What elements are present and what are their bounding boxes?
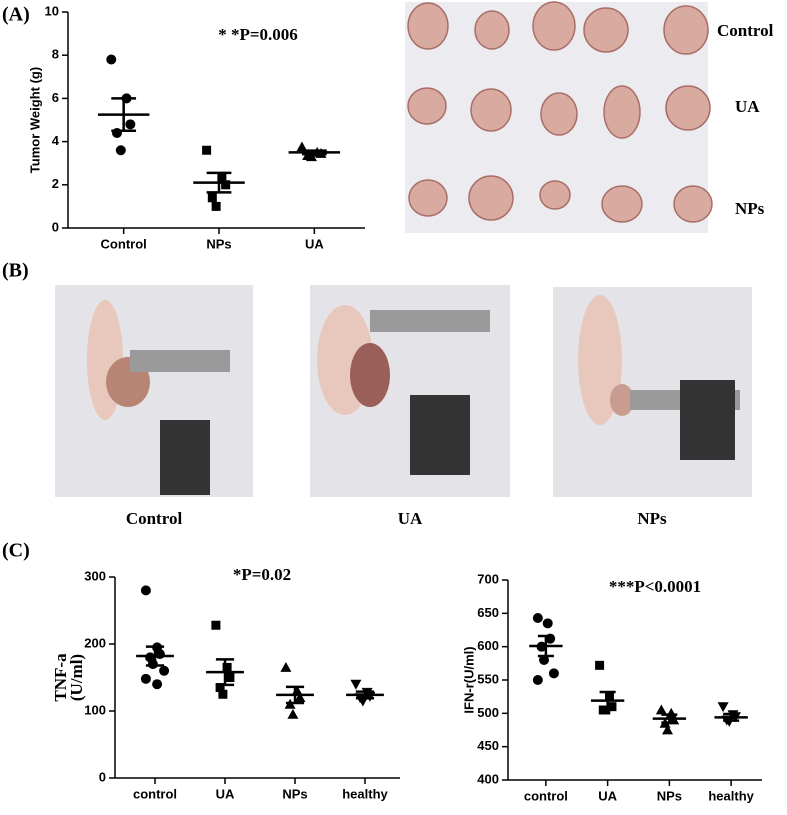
point bbox=[217, 173, 227, 183]
caliper-display bbox=[160, 420, 210, 495]
point bbox=[296, 141, 308, 152]
point bbox=[665, 707, 677, 718]
y-tick-label: 2 bbox=[52, 176, 59, 191]
point bbox=[106, 54, 117, 65]
y-tick-label: 700 bbox=[477, 571, 499, 586]
point bbox=[154, 649, 165, 660]
point bbox=[532, 675, 543, 685]
y-tick-label: 0 bbox=[99, 769, 106, 784]
caliper-display bbox=[410, 395, 470, 475]
y-tick-label: 0 bbox=[52, 219, 59, 234]
point bbox=[125, 119, 136, 130]
point bbox=[147, 659, 158, 670]
caliper-display bbox=[680, 380, 735, 460]
point bbox=[225, 673, 235, 682]
point bbox=[221, 180, 231, 190]
point bbox=[207, 193, 217, 203]
point bbox=[604, 692, 614, 702]
point bbox=[218, 689, 228, 699]
annotation: *P=0.02 bbox=[233, 565, 291, 584]
mouse-photos bbox=[55, 285, 752, 497]
x-tick-label: NPs bbox=[657, 788, 682, 803]
y-tick-label: 450 bbox=[477, 738, 499, 753]
photo-label: NPs bbox=[735, 199, 765, 218]
point bbox=[717, 702, 729, 713]
y-tick-label: 550 bbox=[477, 671, 499, 686]
point bbox=[211, 620, 221, 630]
point bbox=[159, 665, 170, 676]
annotation: ***P<0.0001 bbox=[609, 577, 701, 596]
photo-caption: Control bbox=[126, 509, 183, 528]
point bbox=[350, 679, 362, 690]
tumor bbox=[610, 384, 634, 416]
photo-label: Control bbox=[717, 21, 774, 40]
x-tick-label: control bbox=[133, 786, 177, 801]
photo-background bbox=[55, 285, 253, 497]
x-tick-label: control bbox=[524, 788, 568, 803]
photo-caption: NPs bbox=[637, 509, 667, 528]
y-tick-label: 100 bbox=[84, 702, 106, 717]
point bbox=[140, 673, 151, 684]
tumor bbox=[350, 343, 390, 407]
point bbox=[607, 702, 617, 712]
point bbox=[222, 662, 232, 672]
point bbox=[294, 692, 306, 702]
y-tick-label: 4 bbox=[52, 133, 60, 148]
caliper bbox=[130, 350, 230, 372]
y-tick-label: 200 bbox=[84, 635, 106, 650]
point bbox=[280, 661, 292, 672]
panel-label: (B) bbox=[2, 260, 29, 282]
point bbox=[305, 151, 317, 162]
tumors bbox=[407, 1, 713, 223]
y-axis-label: TNF-a bbox=[51, 653, 70, 702]
y-tick-label: 600 bbox=[477, 638, 499, 653]
y-axis-label: IFN-r(U/ml) bbox=[461, 646, 476, 713]
x-tick-label: UA bbox=[216, 786, 235, 801]
x-tick-label: UA bbox=[305, 236, 324, 251]
x-tick-label: NPs bbox=[282, 786, 307, 801]
mouse bbox=[578, 295, 622, 425]
point bbox=[115, 145, 126, 156]
point bbox=[542, 618, 553, 629]
point bbox=[287, 708, 299, 719]
y-tick-label: 6 bbox=[52, 90, 59, 105]
point bbox=[211, 201, 221, 211]
y-tick-label: 650 bbox=[477, 605, 499, 620]
point bbox=[202, 145, 212, 155]
point bbox=[140, 585, 151, 596]
point bbox=[655, 704, 667, 715]
y-tick-label: 500 bbox=[477, 705, 499, 720]
y-tick-label: 300 bbox=[84, 568, 106, 583]
x-tick-label: UA bbox=[598, 788, 617, 803]
point bbox=[539, 655, 550, 665]
photo-label: UA bbox=[735, 97, 760, 116]
annotation: * *P=0.006 bbox=[218, 25, 298, 44]
y-axis-label: Tumor Weight (g) bbox=[27, 67, 42, 173]
photo-caption: UA bbox=[398, 509, 423, 528]
x-tick-label: healthy bbox=[708, 788, 754, 803]
caliper bbox=[370, 310, 490, 332]
point bbox=[662, 724, 674, 735]
panel-label: (A) bbox=[2, 4, 30, 26]
point bbox=[215, 683, 225, 693]
y-tick-label: 400 bbox=[477, 771, 499, 786]
panel-label: (C) bbox=[2, 540, 30, 562]
y-tick-label: 8 bbox=[52, 47, 59, 62]
x-tick-label: NPs bbox=[206, 236, 231, 251]
x-tick-label: Control bbox=[101, 236, 147, 251]
point bbox=[532, 613, 543, 623]
point bbox=[595, 660, 605, 670]
y-axis-label: (U/ml) bbox=[67, 654, 86, 701]
tumor-photo bbox=[405, 1, 713, 233]
point bbox=[111, 127, 122, 138]
point bbox=[152, 679, 163, 690]
x-tick-label: healthy bbox=[342, 786, 388, 801]
y-tick-label: 10 bbox=[45, 3, 59, 18]
point bbox=[548, 668, 559, 679]
